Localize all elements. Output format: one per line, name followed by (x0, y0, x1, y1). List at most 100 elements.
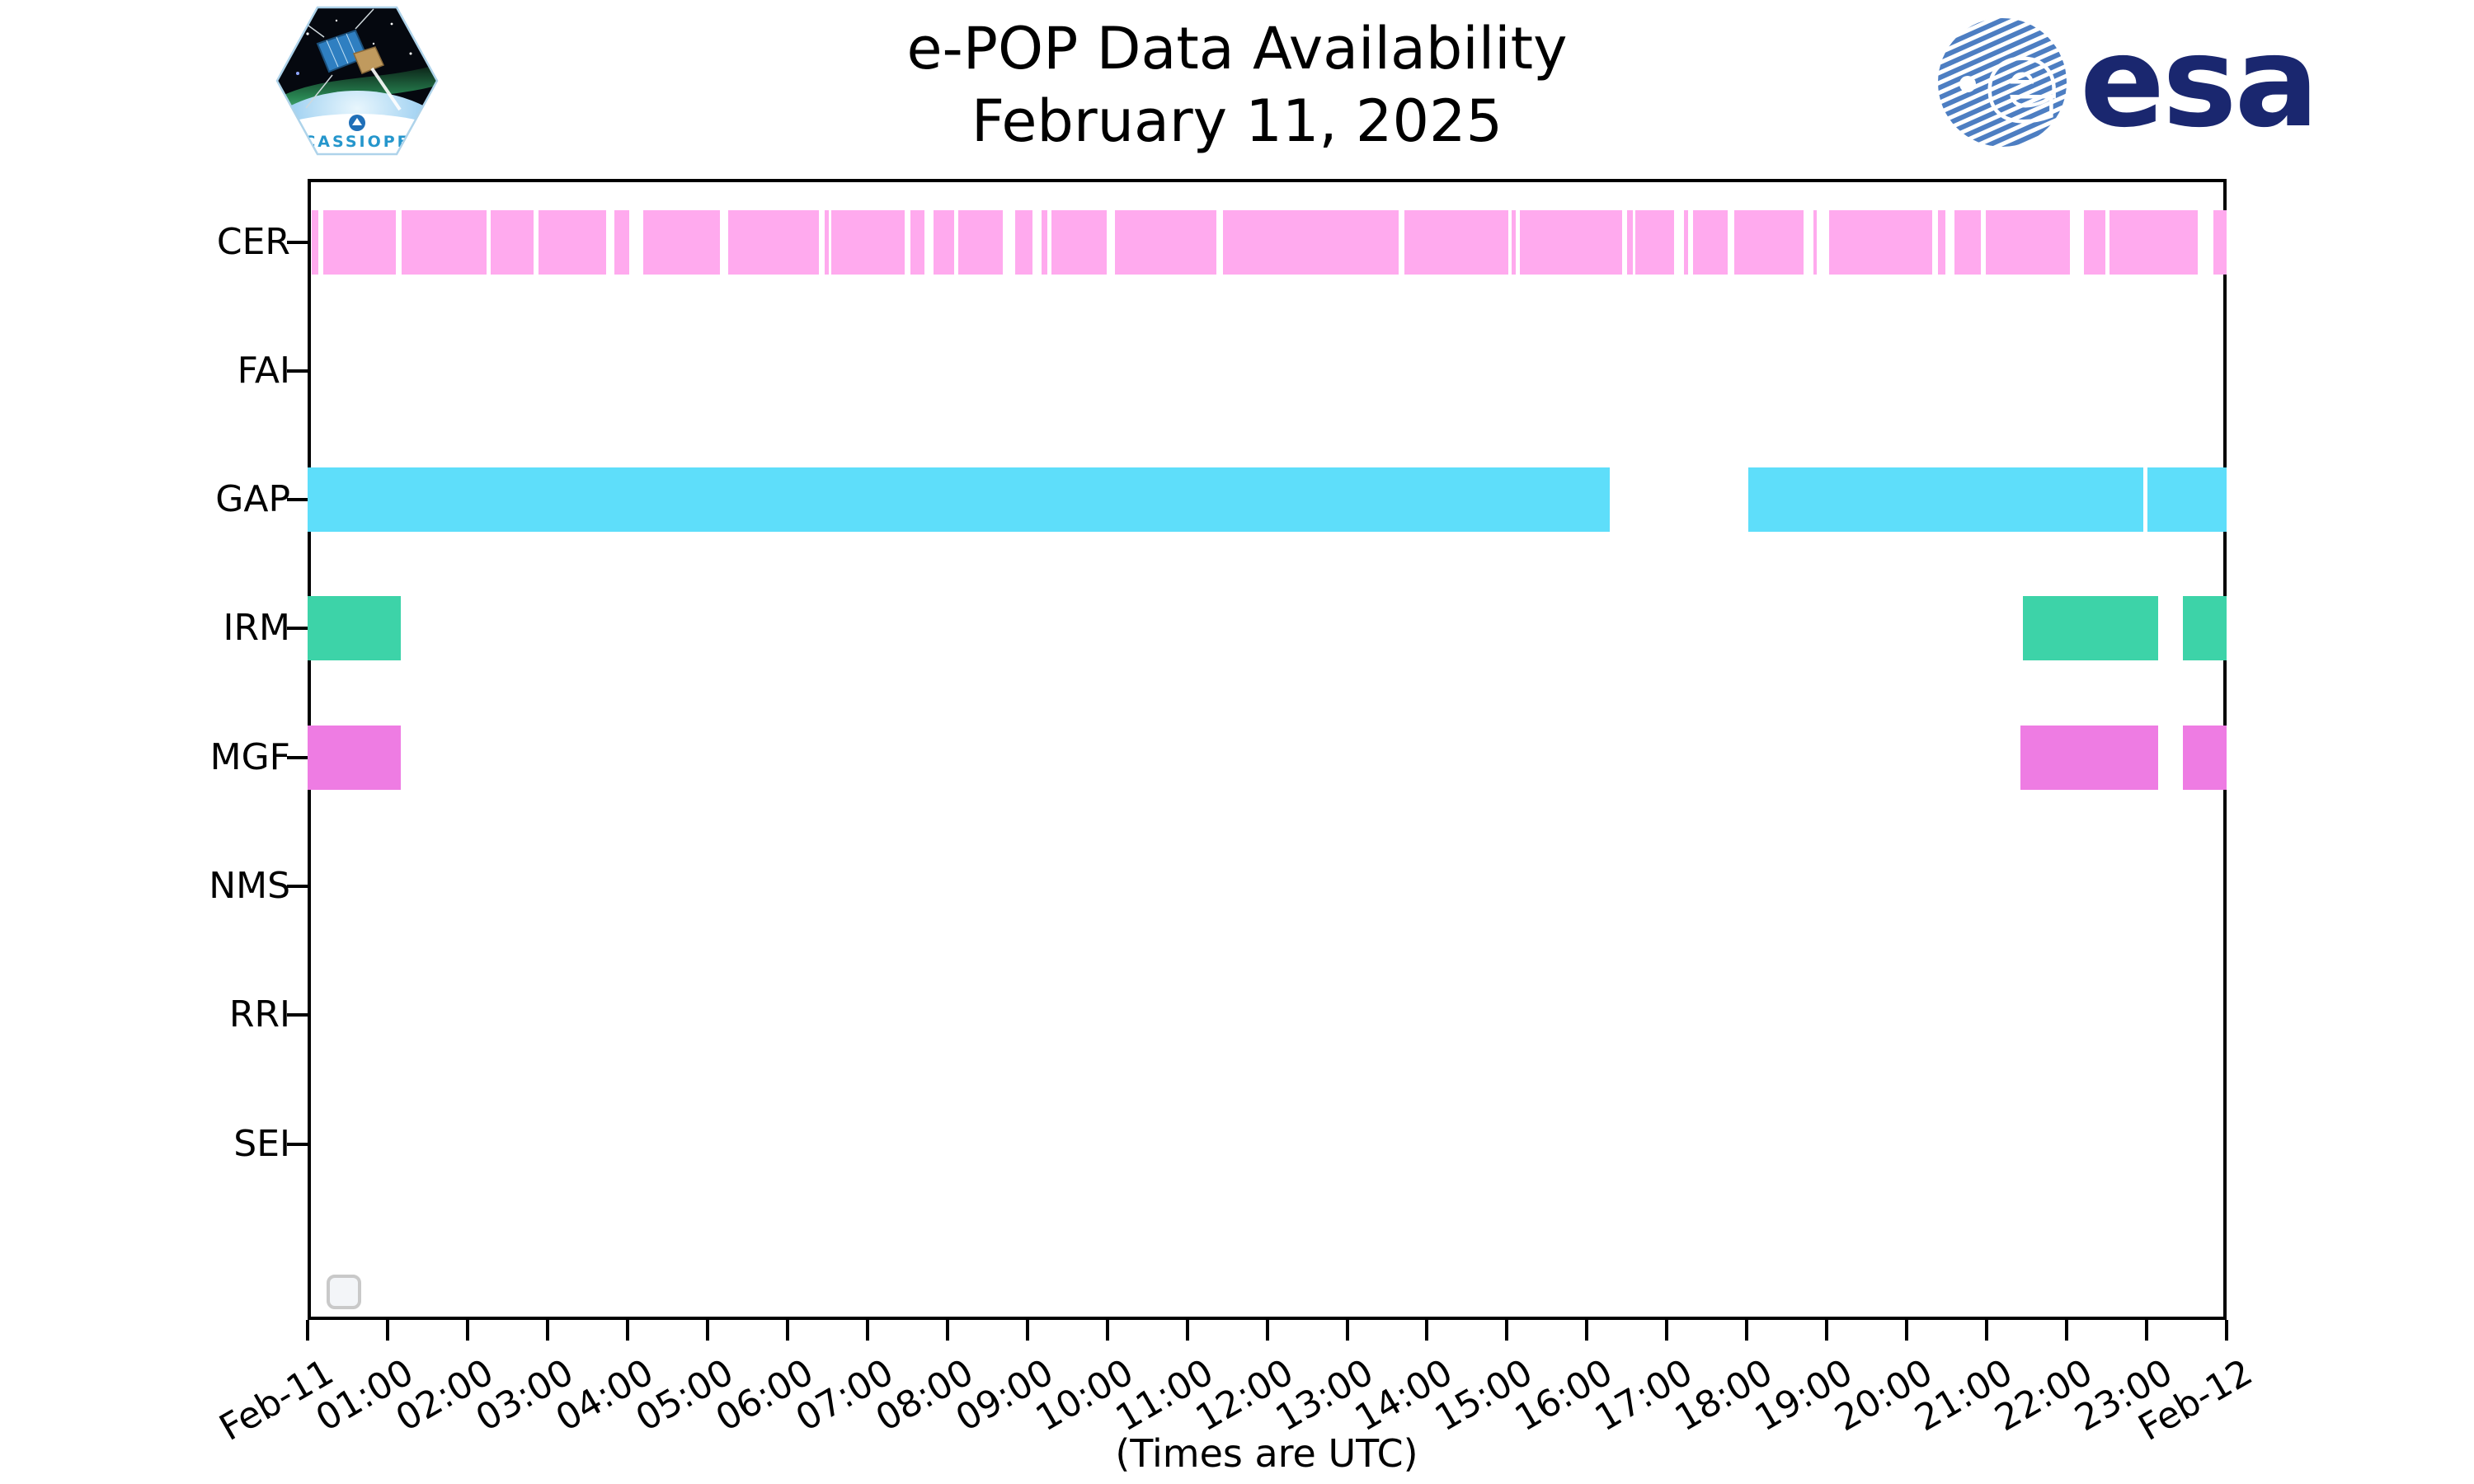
x-tick-16 (1585, 1320, 1589, 1341)
x-tick-11 (1185, 1320, 1189, 1341)
availability-bar-mgf (2020, 725, 2146, 790)
availability-bar-cer (1693, 209, 1728, 275)
chart-title-line1: e-POP Data Availability (906, 15, 1568, 82)
utc-note: (Times are UTC) (1115, 1431, 1418, 1476)
x-tick-2 (465, 1320, 469, 1341)
availability-bar-cer (614, 209, 629, 275)
y-axis-label-irm: IRM (223, 607, 290, 650)
x-tick-9 (1025, 1320, 1029, 1341)
availability-bar-cer (1986, 209, 2070, 275)
availability-bar-gap (308, 467, 1610, 533)
x-tick-3 (545, 1320, 549, 1341)
x-tick-5 (705, 1320, 709, 1341)
x-tick-6 (785, 1320, 789, 1341)
availability-bar-cer (539, 209, 606, 275)
availability-bar-cer (311, 209, 319, 275)
esa-logo: e esa (1938, 10, 2319, 154)
availability-bar-cer (1954, 209, 1982, 275)
availability-bar-cer (1813, 209, 1817, 275)
y-tick-fai (287, 369, 308, 373)
chart-title: e-POP Data Availability February 11, 202… (0, 13, 2474, 157)
availability-bar-cer (728, 209, 819, 275)
svg-text:e: e (1987, 23, 2058, 143)
x-tick-12 (1265, 1320, 1269, 1341)
availability-bar-cer (1015, 209, 1033, 275)
availability-bar-cer (1512, 209, 1516, 275)
y-axis-label-rri: RRI (228, 993, 290, 1036)
x-tick-10 (1105, 1320, 1109, 1341)
y-axis-label-fai: FAI (237, 349, 290, 392)
availability-bar-cer (1519, 209, 1622, 275)
availability-bar-cer (1223, 209, 1399, 275)
availability-bar-cer (1634, 209, 1674, 275)
x-tick-21 (1985, 1320, 1989, 1341)
patch-border (275, 6, 439, 156)
x-tick-18 (1745, 1320, 1749, 1341)
plot-frame (308, 179, 2227, 1320)
availability-bar-cer (831, 209, 905, 275)
cassiope-patch-label: CASSIOPE (303, 133, 410, 151)
availability-bar-cer (2213, 209, 2227, 275)
availability-bar-cer (958, 209, 1004, 275)
availability-bar-mgf (308, 725, 401, 790)
y-tick-gap (287, 498, 308, 502)
cassiope-patch-logo: CASSIOPE (275, 6, 439, 156)
availability-bar-cer (825, 209, 830, 275)
availability-bar-mgf (2146, 725, 2158, 790)
x-tick-0 (306, 1320, 309, 1341)
esa-logo-text: esa (2080, 10, 2316, 154)
availability-bar-cer (1115, 209, 1217, 275)
y-tick-irm (287, 627, 308, 631)
x-tick-19 (1825, 1320, 1829, 1341)
esa-emblem-icon: e (1938, 18, 2067, 147)
y-axis-label-sei: SEI (233, 1122, 290, 1165)
satellite-icon (292, 8, 402, 111)
x-tick-1 (386, 1320, 389, 1341)
availability-bar-irm (2146, 596, 2158, 661)
availability-bar-cer (1683, 209, 1689, 275)
availability-bar-gap (2147, 467, 2227, 533)
availability-bar-cer (2084, 209, 2105, 275)
y-tick-mgf (287, 755, 308, 759)
x-tick-17 (1665, 1320, 1669, 1341)
availability-bar-cer (934, 209, 955, 275)
availability-bar-cer (1733, 209, 1804, 275)
availability-bar-irm (308, 596, 401, 661)
availability-bar-cer (1938, 209, 1945, 275)
availability-bar-gap (1748, 467, 2144, 533)
y-axis-label-gap: GAP (215, 478, 290, 521)
x-tick-7 (865, 1320, 869, 1341)
x-tick-14 (1425, 1320, 1429, 1341)
availability-bar-cer (1829, 209, 1933, 275)
availability-bar-cer (323, 209, 396, 275)
y-tick-rri (287, 1013, 308, 1017)
x-tick-24 (2225, 1320, 2228, 1341)
availability-bar-irm (2182, 596, 2227, 661)
availability-bar-cer (1404, 209, 1509, 275)
patch-white-band (277, 114, 437, 154)
y-tick-sei (287, 1142, 308, 1146)
availability-bar-cer (910, 209, 924, 275)
availability-bar-cer (1051, 209, 1107, 275)
availability-bar-irm (2022, 596, 2147, 661)
availability-bar-cer (402, 209, 487, 275)
y-axis-label-mgf: MGF (209, 735, 290, 778)
legend-empty-box (327, 1275, 361, 1309)
availability-bar-cer (1626, 209, 1633, 275)
x-tick-20 (1905, 1320, 1909, 1341)
x-tick-8 (945, 1320, 949, 1341)
chart-title-line2: February 11, 2025 (971, 87, 1503, 155)
y-tick-nms (287, 885, 308, 888)
x-tick-4 (625, 1320, 629, 1341)
beam (370, 67, 402, 111)
y-axis-label-nms: NMS (209, 865, 290, 907)
availability-bar-cer (1042, 209, 1047, 275)
x-tick-15 (1505, 1320, 1509, 1341)
x-tick-22 (2065, 1320, 2069, 1341)
x-tick-13 (1345, 1320, 1349, 1341)
y-axis-label-cer: CER (216, 220, 290, 263)
availability-bar-mgf (2182, 725, 2227, 790)
availability-bar-cer (2109, 209, 2199, 275)
y-tick-cer (287, 240, 308, 244)
x-tick-23 (2145, 1320, 2148, 1341)
